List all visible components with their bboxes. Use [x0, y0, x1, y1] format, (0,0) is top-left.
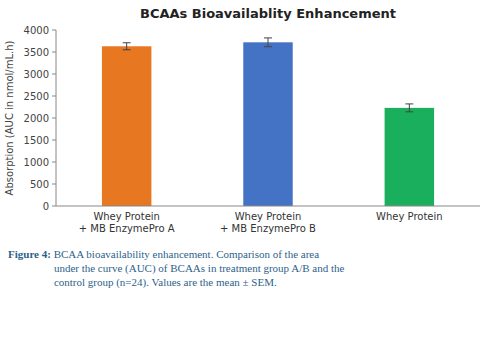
y-tick-label: 3000 — [24, 69, 49, 80]
caption-line: control group (n=24). Values are the mea… — [54, 276, 277, 289]
error-cap — [264, 46, 272, 47]
bars — [102, 38, 434, 206]
y-tick — [52, 162, 56, 163]
error-bar — [123, 43, 131, 50]
error-cap — [123, 49, 131, 50]
caption: BCAA bioavailability enhancement. Compar… — [51, 248, 345, 289]
y-tick — [52, 140, 56, 141]
bar — [385, 108, 434, 206]
y-axis — [56, 30, 57, 206]
x-axis — [56, 206, 480, 207]
error-bar — [405, 104, 413, 112]
error-cap — [405, 111, 413, 112]
error-line — [268, 38, 269, 47]
y-axis-label: Absorption (AUC in nmol/mL.h) — [4, 40, 15, 195]
y-tick — [52, 52, 56, 53]
y-tick — [52, 96, 56, 97]
caption-line: under the curve (AUC) of BCAAs in treatm… — [54, 262, 345, 275]
y-tick — [52, 184, 56, 185]
y-tick-label: 1500 — [24, 135, 49, 146]
bar — [243, 42, 292, 206]
y-tick-label: 4000 — [24, 25, 49, 36]
error-line — [409, 104, 410, 112]
error-cap — [405, 103, 413, 104]
error-bar — [264, 38, 272, 47]
caption-line: BCAA bioavailability enhancement. Compar… — [51, 248, 319, 260]
y-tick-label: 500 — [30, 179, 49, 190]
x-tick-label-line: + MB EnzymePro A — [79, 223, 175, 234]
x-tick-label: Whey Protein+ MB EnzymePro B — [220, 211, 316, 234]
x-tick-label: Whey Protein+ MB EnzymePro A — [79, 211, 175, 234]
error-line — [126, 43, 127, 50]
bar — [102, 46, 151, 206]
x-tick-label-line: + MB EnzymePro B — [220, 223, 316, 234]
error-cap — [123, 42, 131, 43]
chart: BCAAs Bioavailablity Enhancement Absorpti… — [0, 0, 493, 344]
y-tick-label: 2500 — [24, 91, 49, 102]
x-tick-label: Whey Protein — [376, 211, 443, 222]
y-tick — [52, 118, 56, 119]
y-tick-label: 1000 — [24, 157, 49, 168]
x-tick-label-line: Whey Protein — [93, 211, 160, 222]
y-tick — [52, 74, 56, 75]
caption-label: Figure 4: — [8, 248, 51, 260]
x-tick-label-line: Whey Protein — [376, 211, 443, 222]
y-tick-label: 2000 — [24, 113, 49, 124]
x-tick-label-line: Whey Protein — [235, 211, 302, 222]
title: BCAAs Bioavailablity Enhancement — [140, 6, 396, 21]
y-tick — [52, 30, 56, 31]
error-cap — [264, 37, 272, 38]
y-tick — [52, 206, 56, 207]
y-tick-label: 3500 — [24, 47, 49, 58]
y-tick-label: 0 — [43, 201, 49, 212]
